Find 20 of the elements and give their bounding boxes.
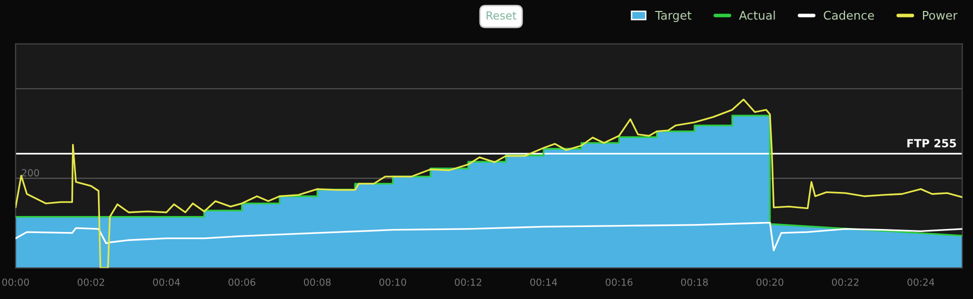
x-tick-label: 00:00 <box>2 278 29 286</box>
ref-line-label: FTP 255 <box>907 138 956 148</box>
x-tick-label: 00:04 <box>153 278 180 286</box>
legend-label: Actual <box>739 10 775 20</box>
legend-label: Target <box>655 10 692 22</box>
x-tick-label: 00:06 <box>228 278 256 286</box>
x-tick-label: 00:18 <box>681 278 708 286</box>
x-tick-label: 00:12 <box>454 278 482 286</box>
text: Reset <box>486 11 516 20</box>
x-tick-label: 00:22 <box>832 278 858 286</box>
x-tick-label: 00:24 <box>907 278 934 286</box>
x-tick-label: 00:10 <box>379 278 406 286</box>
x-tick-label: 00:02 <box>78 278 104 286</box>
legend-label: Power <box>922 10 958 20</box>
x-tick-label: 00:08 <box>304 278 331 286</box>
legend-label: Cadence <box>824 10 874 20</box>
x-tick-label: 00:20 <box>756 278 784 286</box>
x-tick-label: 00:16 <box>606 278 632 286</box>
x-tick-label: 00:14 <box>530 278 558 286</box>
y-tick-label: 200 <box>22 169 40 176</box>
